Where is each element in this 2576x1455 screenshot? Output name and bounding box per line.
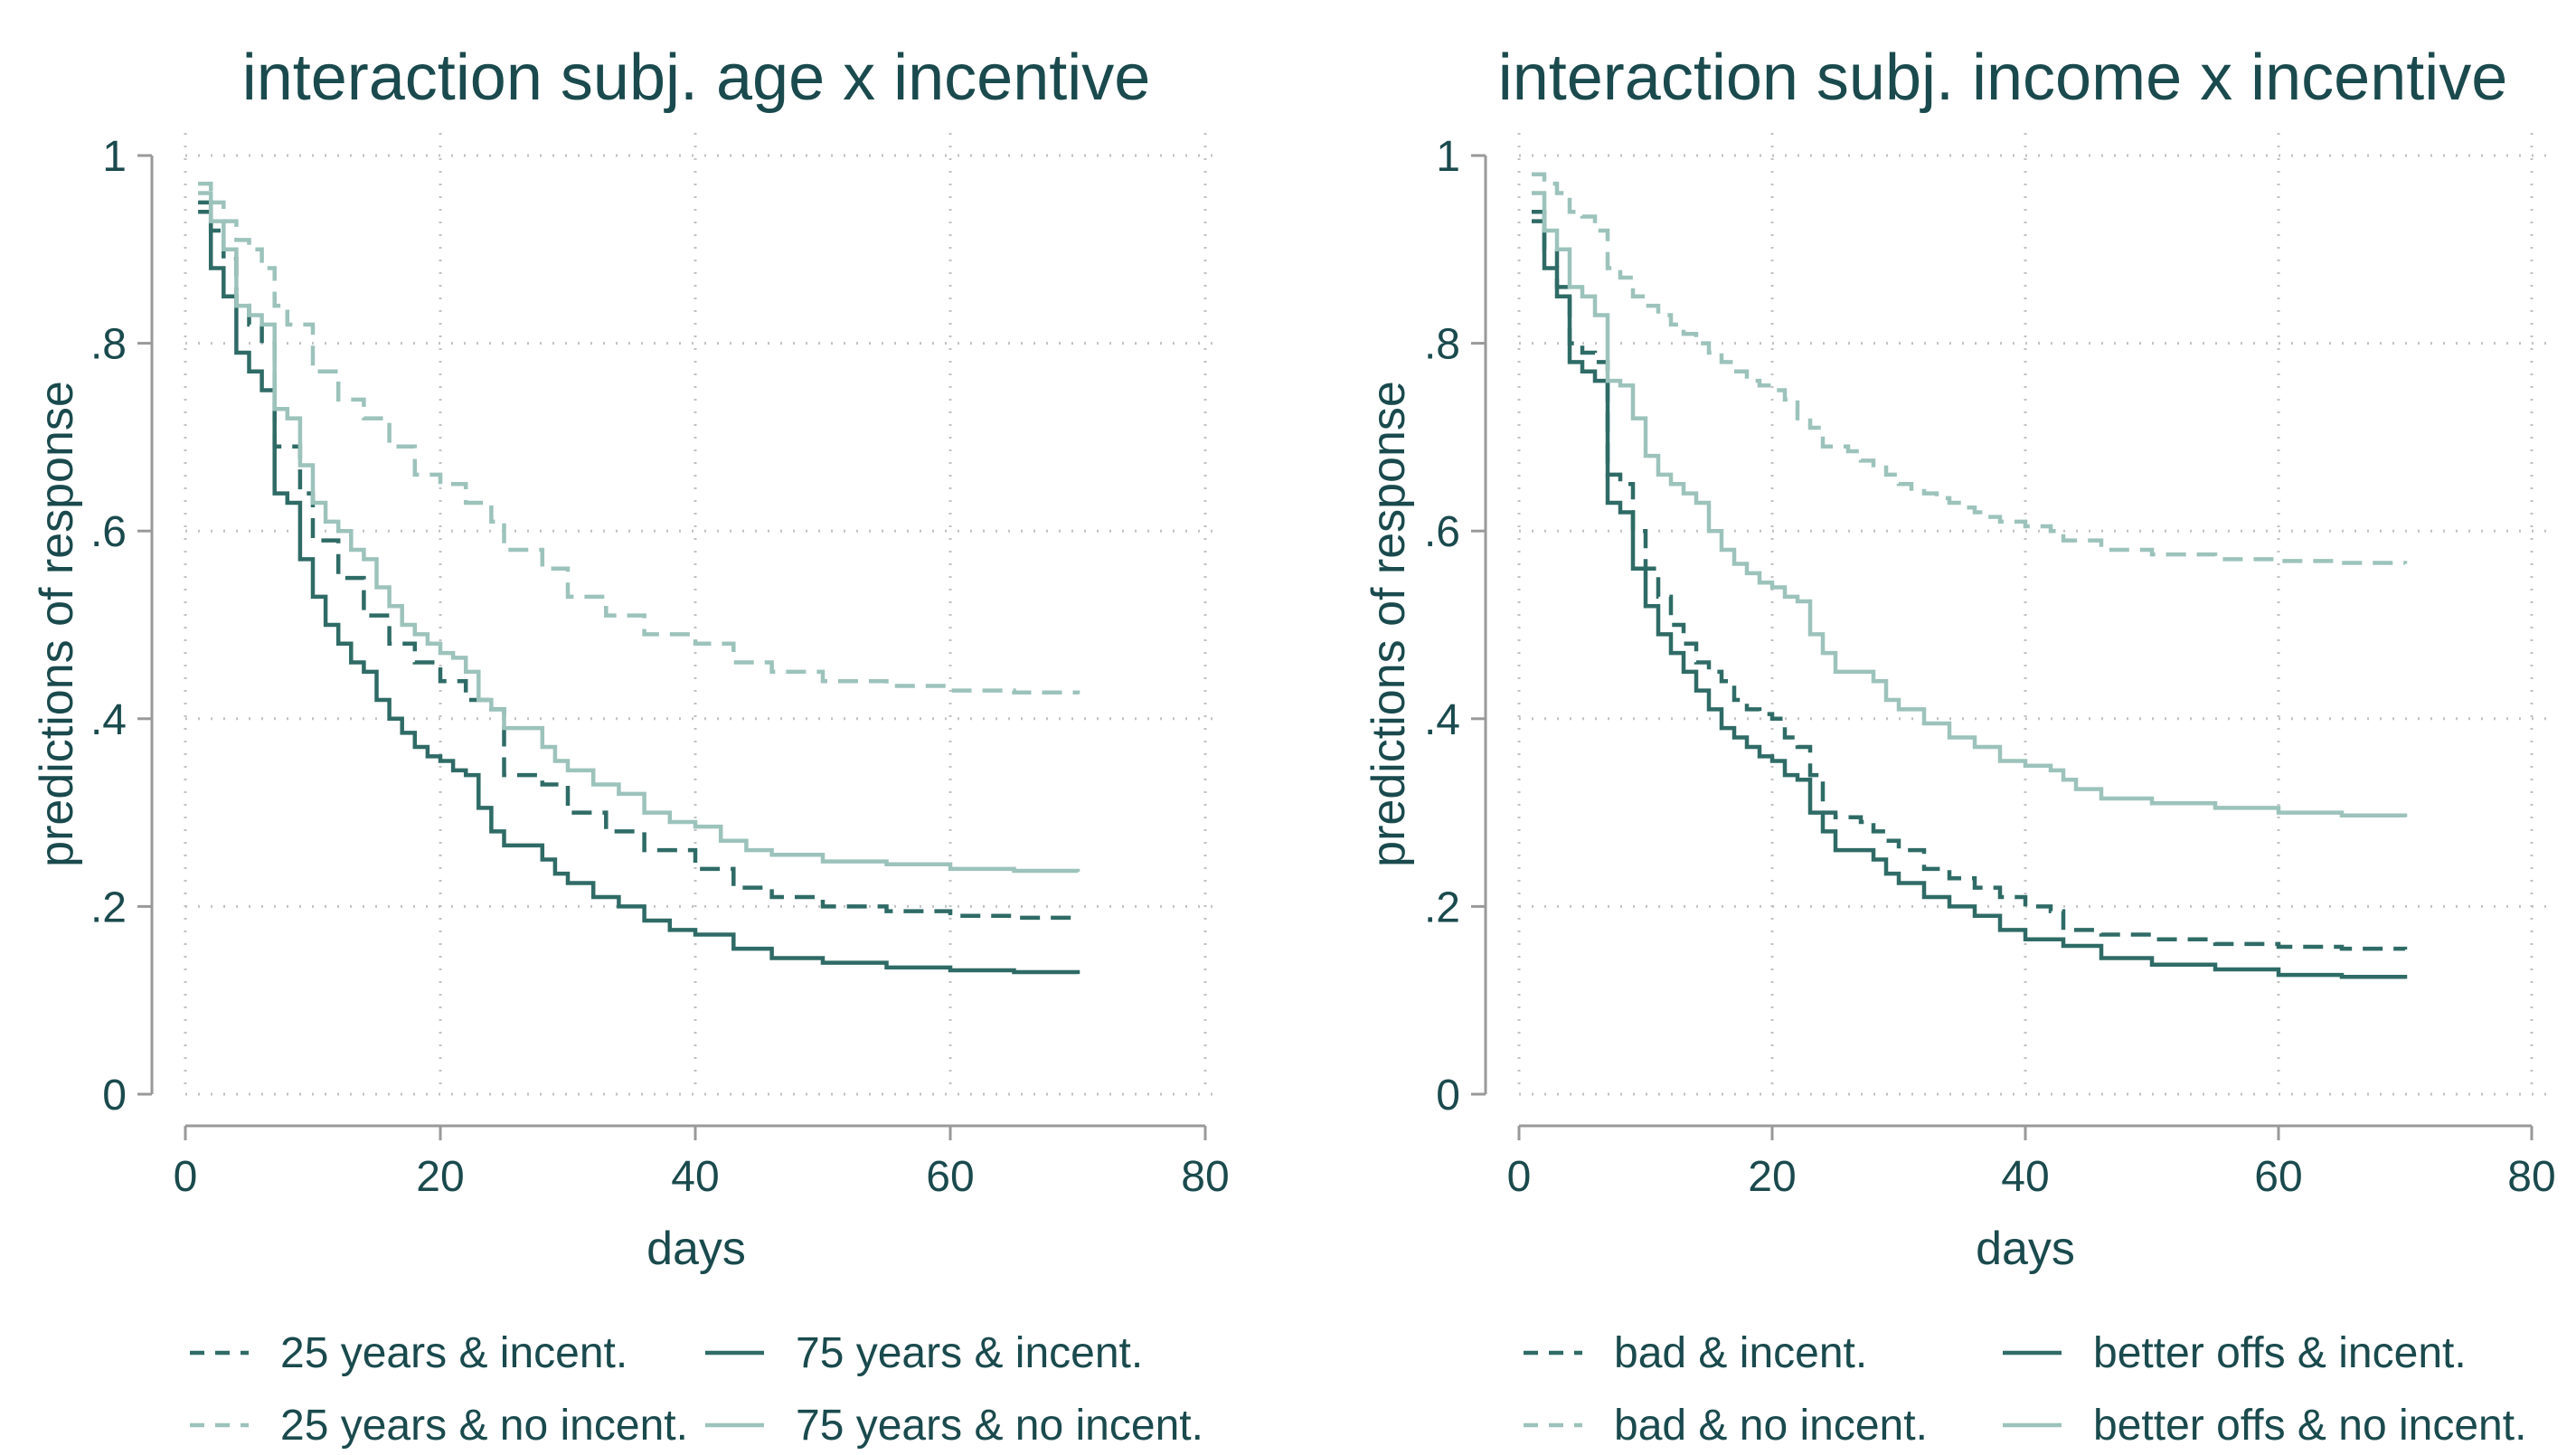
series-line bbox=[198, 181, 1080, 694]
x-tick-label: 60 bbox=[2254, 1153, 2302, 1201]
x-tick-label: 0 bbox=[1507, 1153, 1532, 1201]
legend-label: 25 years & incent. bbox=[280, 1329, 627, 1377]
x-tick-label: 60 bbox=[926, 1153, 974, 1201]
legend-label: 75 years & incent. bbox=[796, 1329, 1143, 1377]
y-tick-label: .6 bbox=[90, 508, 127, 556]
legend-label: better offs & incent. bbox=[2093, 1329, 2467, 1377]
y-tick-labels: 0 .2 .4 .6 .8 1 bbox=[90, 133, 127, 1120]
x-tick-label: 40 bbox=[671, 1153, 719, 1201]
panel-age: interaction subj. age x incentive 0 20 4… bbox=[31, 42, 1230, 1450]
gridlines bbox=[184, 133, 1223, 1096]
legend-label: bad & incent. bbox=[1614, 1329, 1867, 1377]
series-line bbox=[198, 191, 1080, 874]
x-tick-labels: 0 20 40 60 80 bbox=[1507, 1153, 2556, 1201]
y-tick-label: .4 bbox=[90, 696, 127, 744]
y-tick-label: .8 bbox=[1424, 321, 1460, 369]
y-tick-labels: 0 .2 .4 .6 .8 1 bbox=[1424, 133, 1460, 1120]
y-tick-label: .2 bbox=[90, 883, 127, 931]
x-axis-label: days bbox=[646, 1223, 746, 1275]
x-tick-label: 80 bbox=[2507, 1153, 2555, 1201]
series-line bbox=[1532, 219, 2408, 979]
y-tick-label: 0 bbox=[1436, 1072, 1460, 1120]
y-tick-label: .8 bbox=[90, 321, 127, 369]
legend: bad & incent. bad & no incent. better of… bbox=[1524, 1329, 2526, 1450]
series-line bbox=[1532, 210, 2408, 951]
legend-label: 25 years & no incent. bbox=[280, 1402, 688, 1450]
x-tick-label: 0 bbox=[174, 1153, 198, 1201]
panel-income: interaction subj. income x incentive 0 2… bbox=[1363, 42, 2556, 1450]
series-line bbox=[1532, 172, 2408, 565]
series-group bbox=[198, 181, 1080, 975]
legend-label: bad & no incent. bbox=[1614, 1402, 1928, 1450]
x-tick-label: 40 bbox=[2001, 1153, 2049, 1201]
y-tick-label: .6 bbox=[1424, 508, 1460, 556]
series-line bbox=[1532, 191, 2408, 817]
y-axis-label: predictions of response bbox=[1363, 381, 1415, 867]
x-tick-labels: 0 20 40 60 80 bbox=[174, 1153, 1230, 1201]
y-tick-label: 1 bbox=[1436, 133, 1460, 181]
y-axis-label: predictions of response bbox=[31, 381, 83, 867]
axes bbox=[137, 154, 1207, 1140]
legend: 25 years & incent. 25 years & no incent.… bbox=[190, 1329, 1203, 1450]
series-group bbox=[1532, 172, 2408, 979]
y-tick-label: 0 bbox=[102, 1072, 127, 1120]
series-line bbox=[198, 210, 1080, 975]
x-axis-label: days bbox=[1976, 1223, 2075, 1275]
axes bbox=[1471, 154, 2534, 1140]
chart-title: interaction subj. income x incentive bbox=[1498, 42, 2508, 114]
x-tick-label: 20 bbox=[1748, 1153, 1796, 1201]
series-line bbox=[198, 200, 1080, 921]
legend-label: 75 years & no incent. bbox=[796, 1402, 1203, 1450]
chart-title: interaction subj. age x incentive bbox=[242, 42, 1151, 114]
x-tick-label: 80 bbox=[1181, 1153, 1229, 1201]
y-tick-label: 1 bbox=[102, 133, 127, 181]
legend-label: better offs & no incent. bbox=[2093, 1402, 2526, 1450]
y-tick-label: .2 bbox=[1424, 883, 1460, 931]
x-tick-label: 20 bbox=[416, 1153, 464, 1201]
y-tick-label: .4 bbox=[1424, 696, 1460, 744]
